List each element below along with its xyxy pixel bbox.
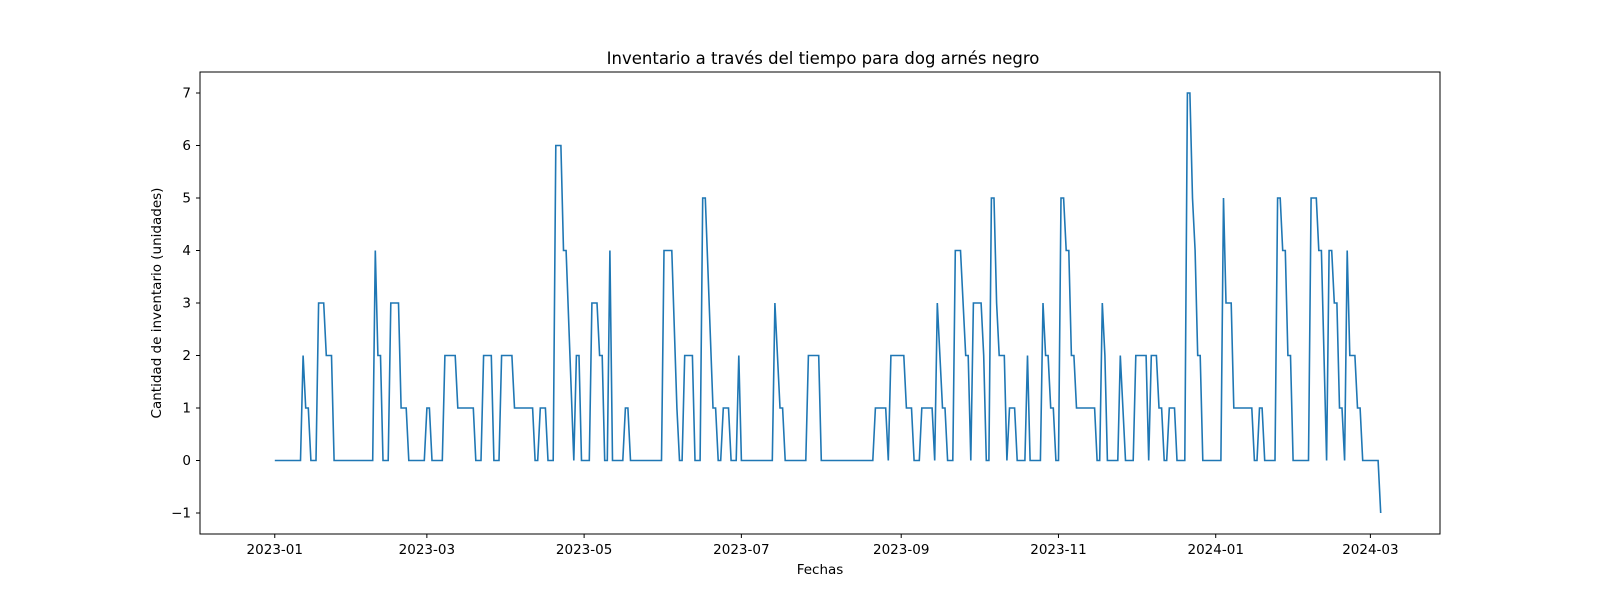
x-tick-label: 2023-09 [873,542,929,558]
y-tick-label: 2 [182,348,191,364]
x-tick-label: 2023-11 [1030,542,1086,558]
y-axis-label: Cantidad de inventario (unidades) [149,188,165,419]
x-tick-label: 2024-03 [1342,542,1398,558]
y-tick-label: 1 [182,401,191,417]
x-tick-label: 2023-03 [399,542,455,558]
x-tick-label: 2023-05 [556,542,612,558]
y-tick-label: 6 [182,138,191,154]
plot-frame [199,71,1441,535]
y-tick-label: −1 [171,506,191,522]
y-tick-label: 0 [182,453,191,469]
y-tick-label: 7 [182,86,191,102]
x-tick-label: 2023-07 [713,542,769,558]
x-tick-label: 2024-01 [1188,542,1244,558]
x-axis-label: Fechas [797,562,844,578]
x-axis: 2023-01 2023-03 2023-05 2023-07 2023-09 2023-… [247,534,1399,558]
chart-title: Inventario a través del tiempo para dog … [607,49,1040,68]
y-tick-label: 4 [182,243,191,259]
y-tick-label: 3 [182,296,191,312]
y-axis: −1 0 1 2 3 4 5 6 7 [171,86,200,522]
y-tick-label: 5 [182,191,191,207]
x-tick-label: 2023-01 [247,542,303,558]
series-line-inventario [274,92,1382,514]
